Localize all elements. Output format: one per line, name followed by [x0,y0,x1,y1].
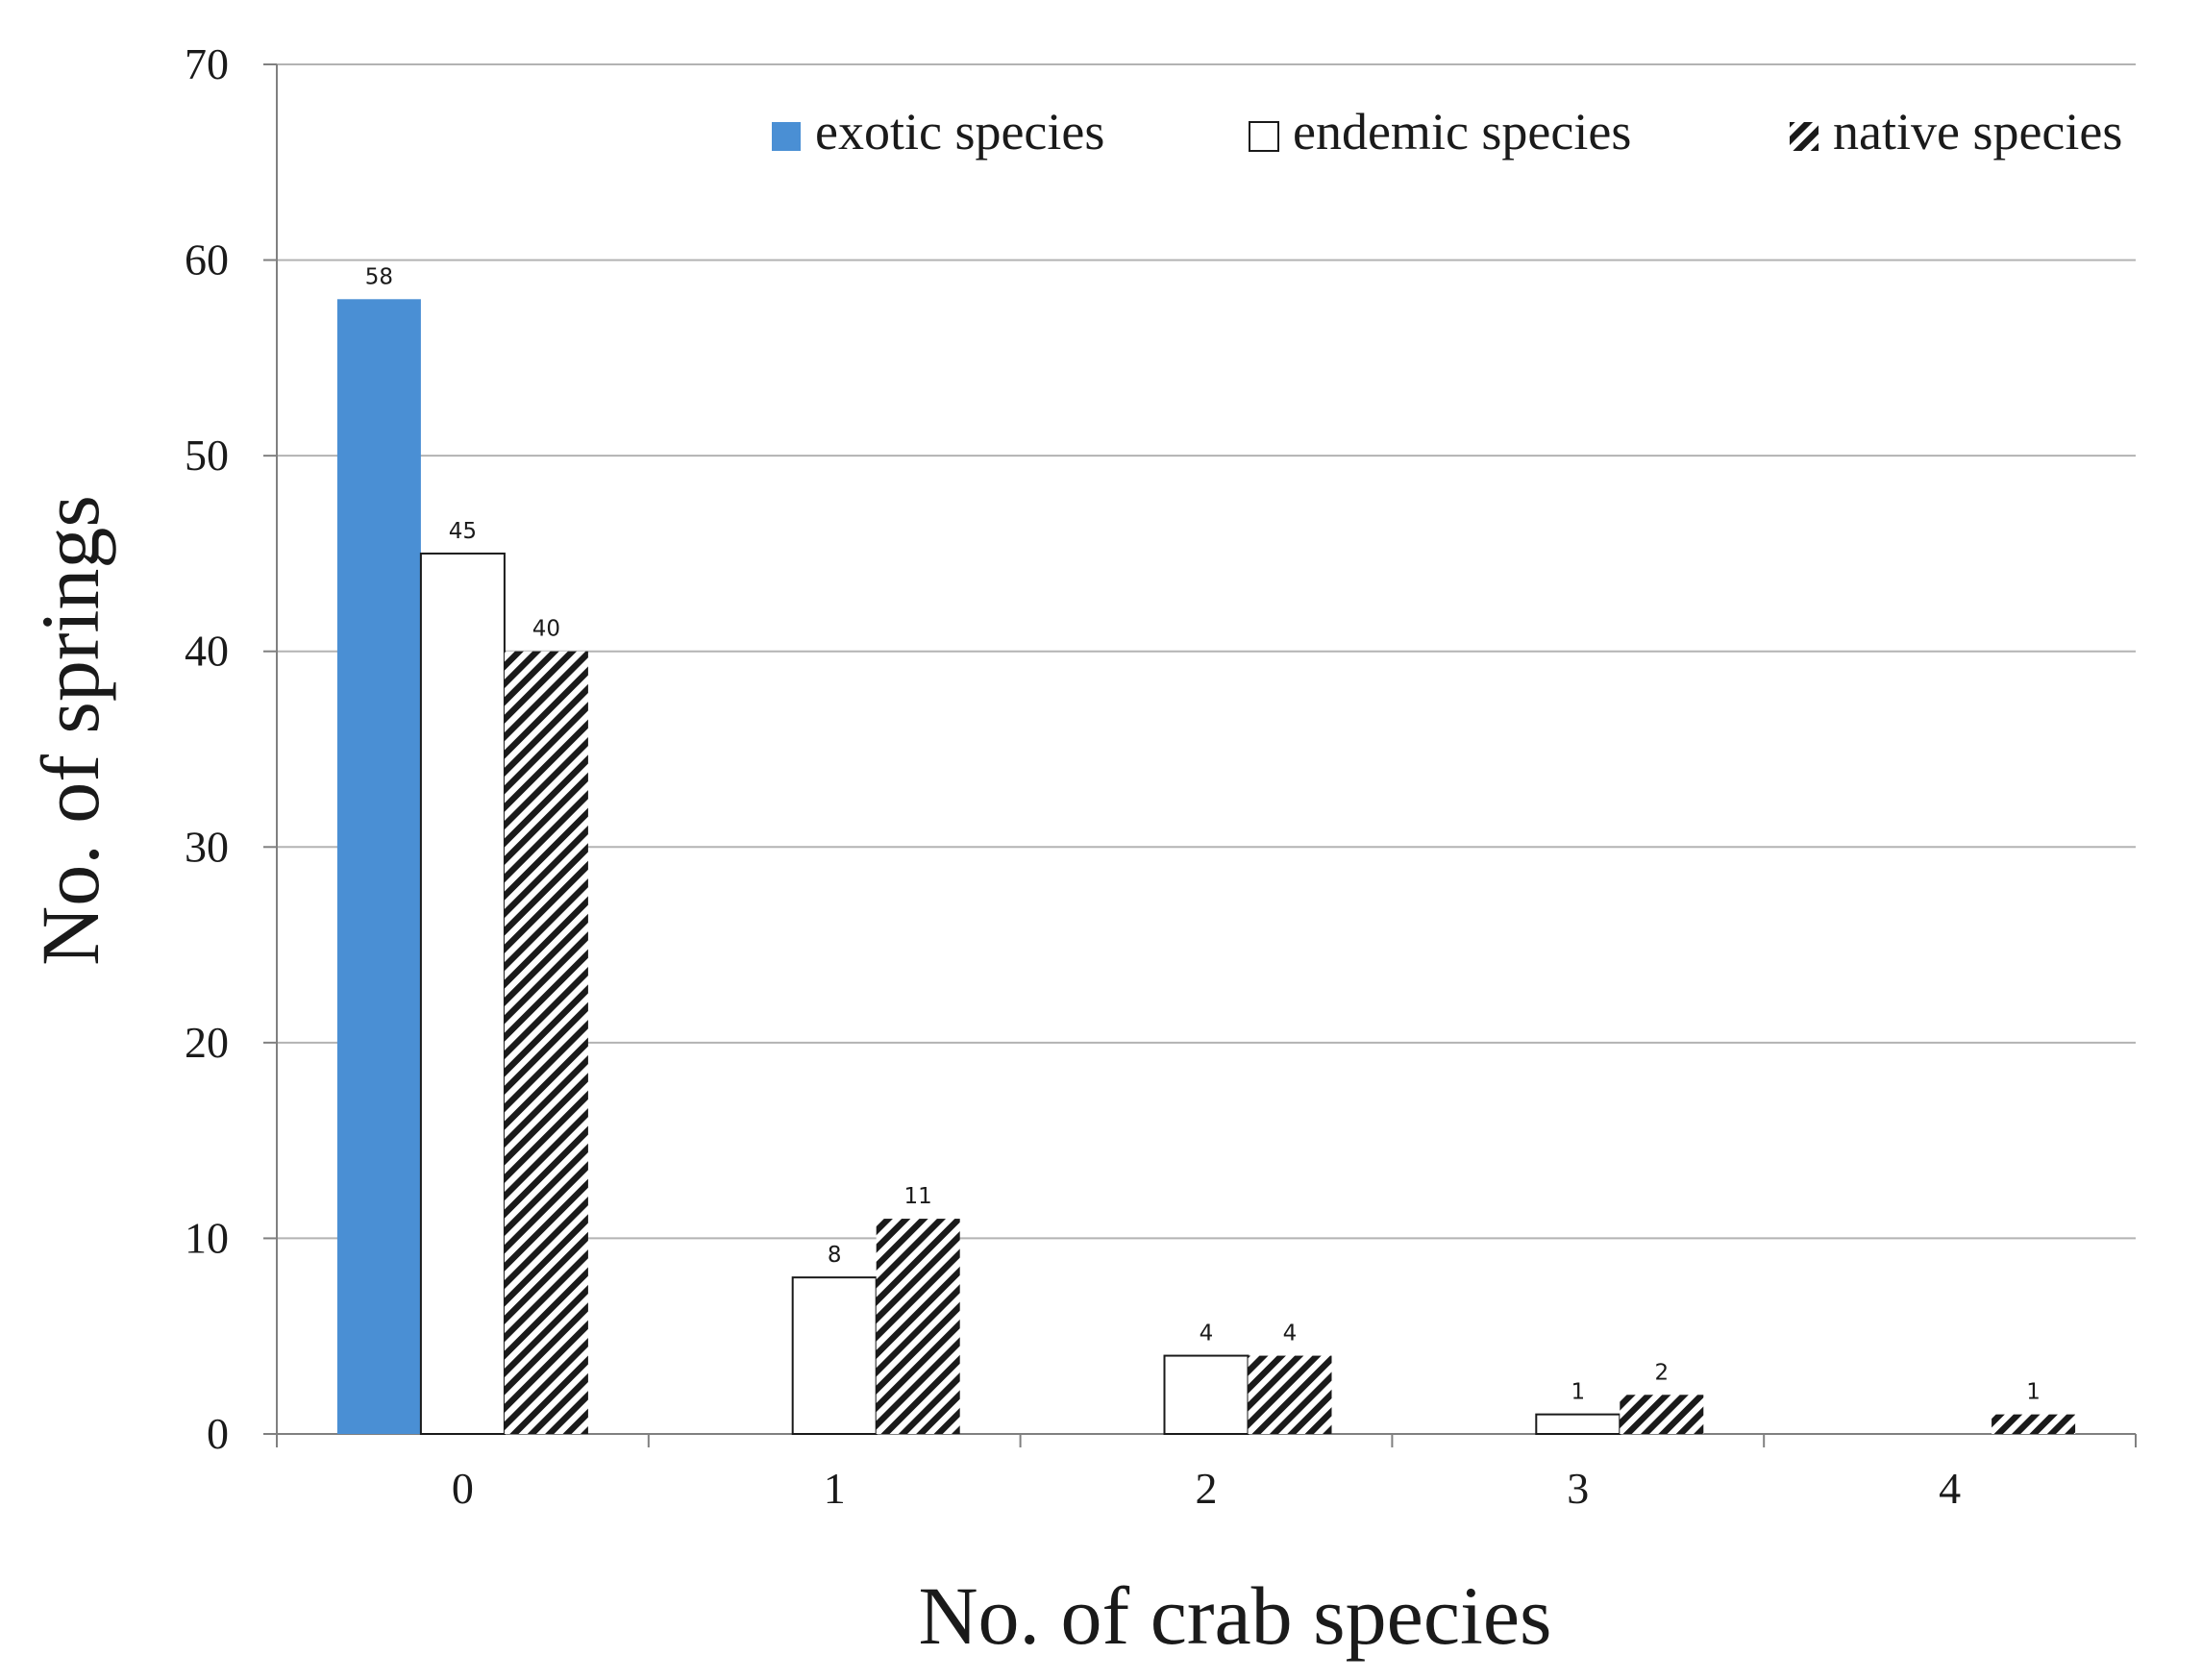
legend-label: exotic species [815,103,1104,161]
data-labels: 58 45 8 4 1 40 11 4 2 1 [365,264,2041,1404]
y-tick-label: 70 [185,39,229,88]
data-label: 40 [532,617,560,642]
bar-exotic-species-0 [336,299,421,1435]
data-label: 1 [1571,1380,1585,1405]
bar-endemic-species-2 [1163,1354,1249,1435]
bar-native-species-1 [876,1219,960,1434]
y-tick-label: 50 [185,431,229,480]
y-tick-label: 0 [207,1409,229,1458]
y-tick-label: 30 [185,822,229,871]
y-axis-title: No. of springs [24,495,116,966]
bar-native-species-0 [504,651,588,1434]
data-label: 11 [904,1184,932,1209]
data-label: 8 [828,1243,842,1268]
data-label: 58 [365,264,393,289]
bar-native-species-4 [1992,1414,2076,1434]
x-tick-label: 1 [824,1464,846,1513]
data-label: 4 [1200,1322,1214,1346]
data-label: 45 [449,519,477,544]
x-tick-label: 4 [1939,1464,1961,1513]
data-label: 4 [1283,1322,1298,1346]
x-tick-label: 3 [1567,1464,1589,1513]
bar-native-species-2 [1248,1355,1332,1434]
bar-endemic-species-3 [1535,1413,1621,1435]
x-tick-label: 0 [452,1464,474,1513]
bars [336,299,2076,1435]
data-label: 1 [2026,1380,2041,1405]
y-tick-label: 60 [185,235,229,284]
legend-swatch [1790,122,1819,151]
bar-endemic-species-0 [419,552,506,1435]
data-label: 2 [1654,1360,1669,1385]
legend: exotic species endemic species native spec… [772,103,2122,161]
bar-endemic-species-1 [791,1276,878,1435]
x-tick-label: 2 [1196,1464,1218,1513]
legend-label: endemic species [1293,103,1631,161]
y-tick-label: 40 [185,627,229,676]
legend-swatch [772,122,801,151]
legend-swatch [1249,121,1279,152]
bar-native-species-3 [1620,1395,1704,1434]
x-axis-title: No. of crab species [918,1569,1551,1662]
legend-label: native species [1833,103,2122,161]
y-tick-label: 20 [185,1018,229,1067]
y-tick-label: 10 [185,1213,229,1262]
